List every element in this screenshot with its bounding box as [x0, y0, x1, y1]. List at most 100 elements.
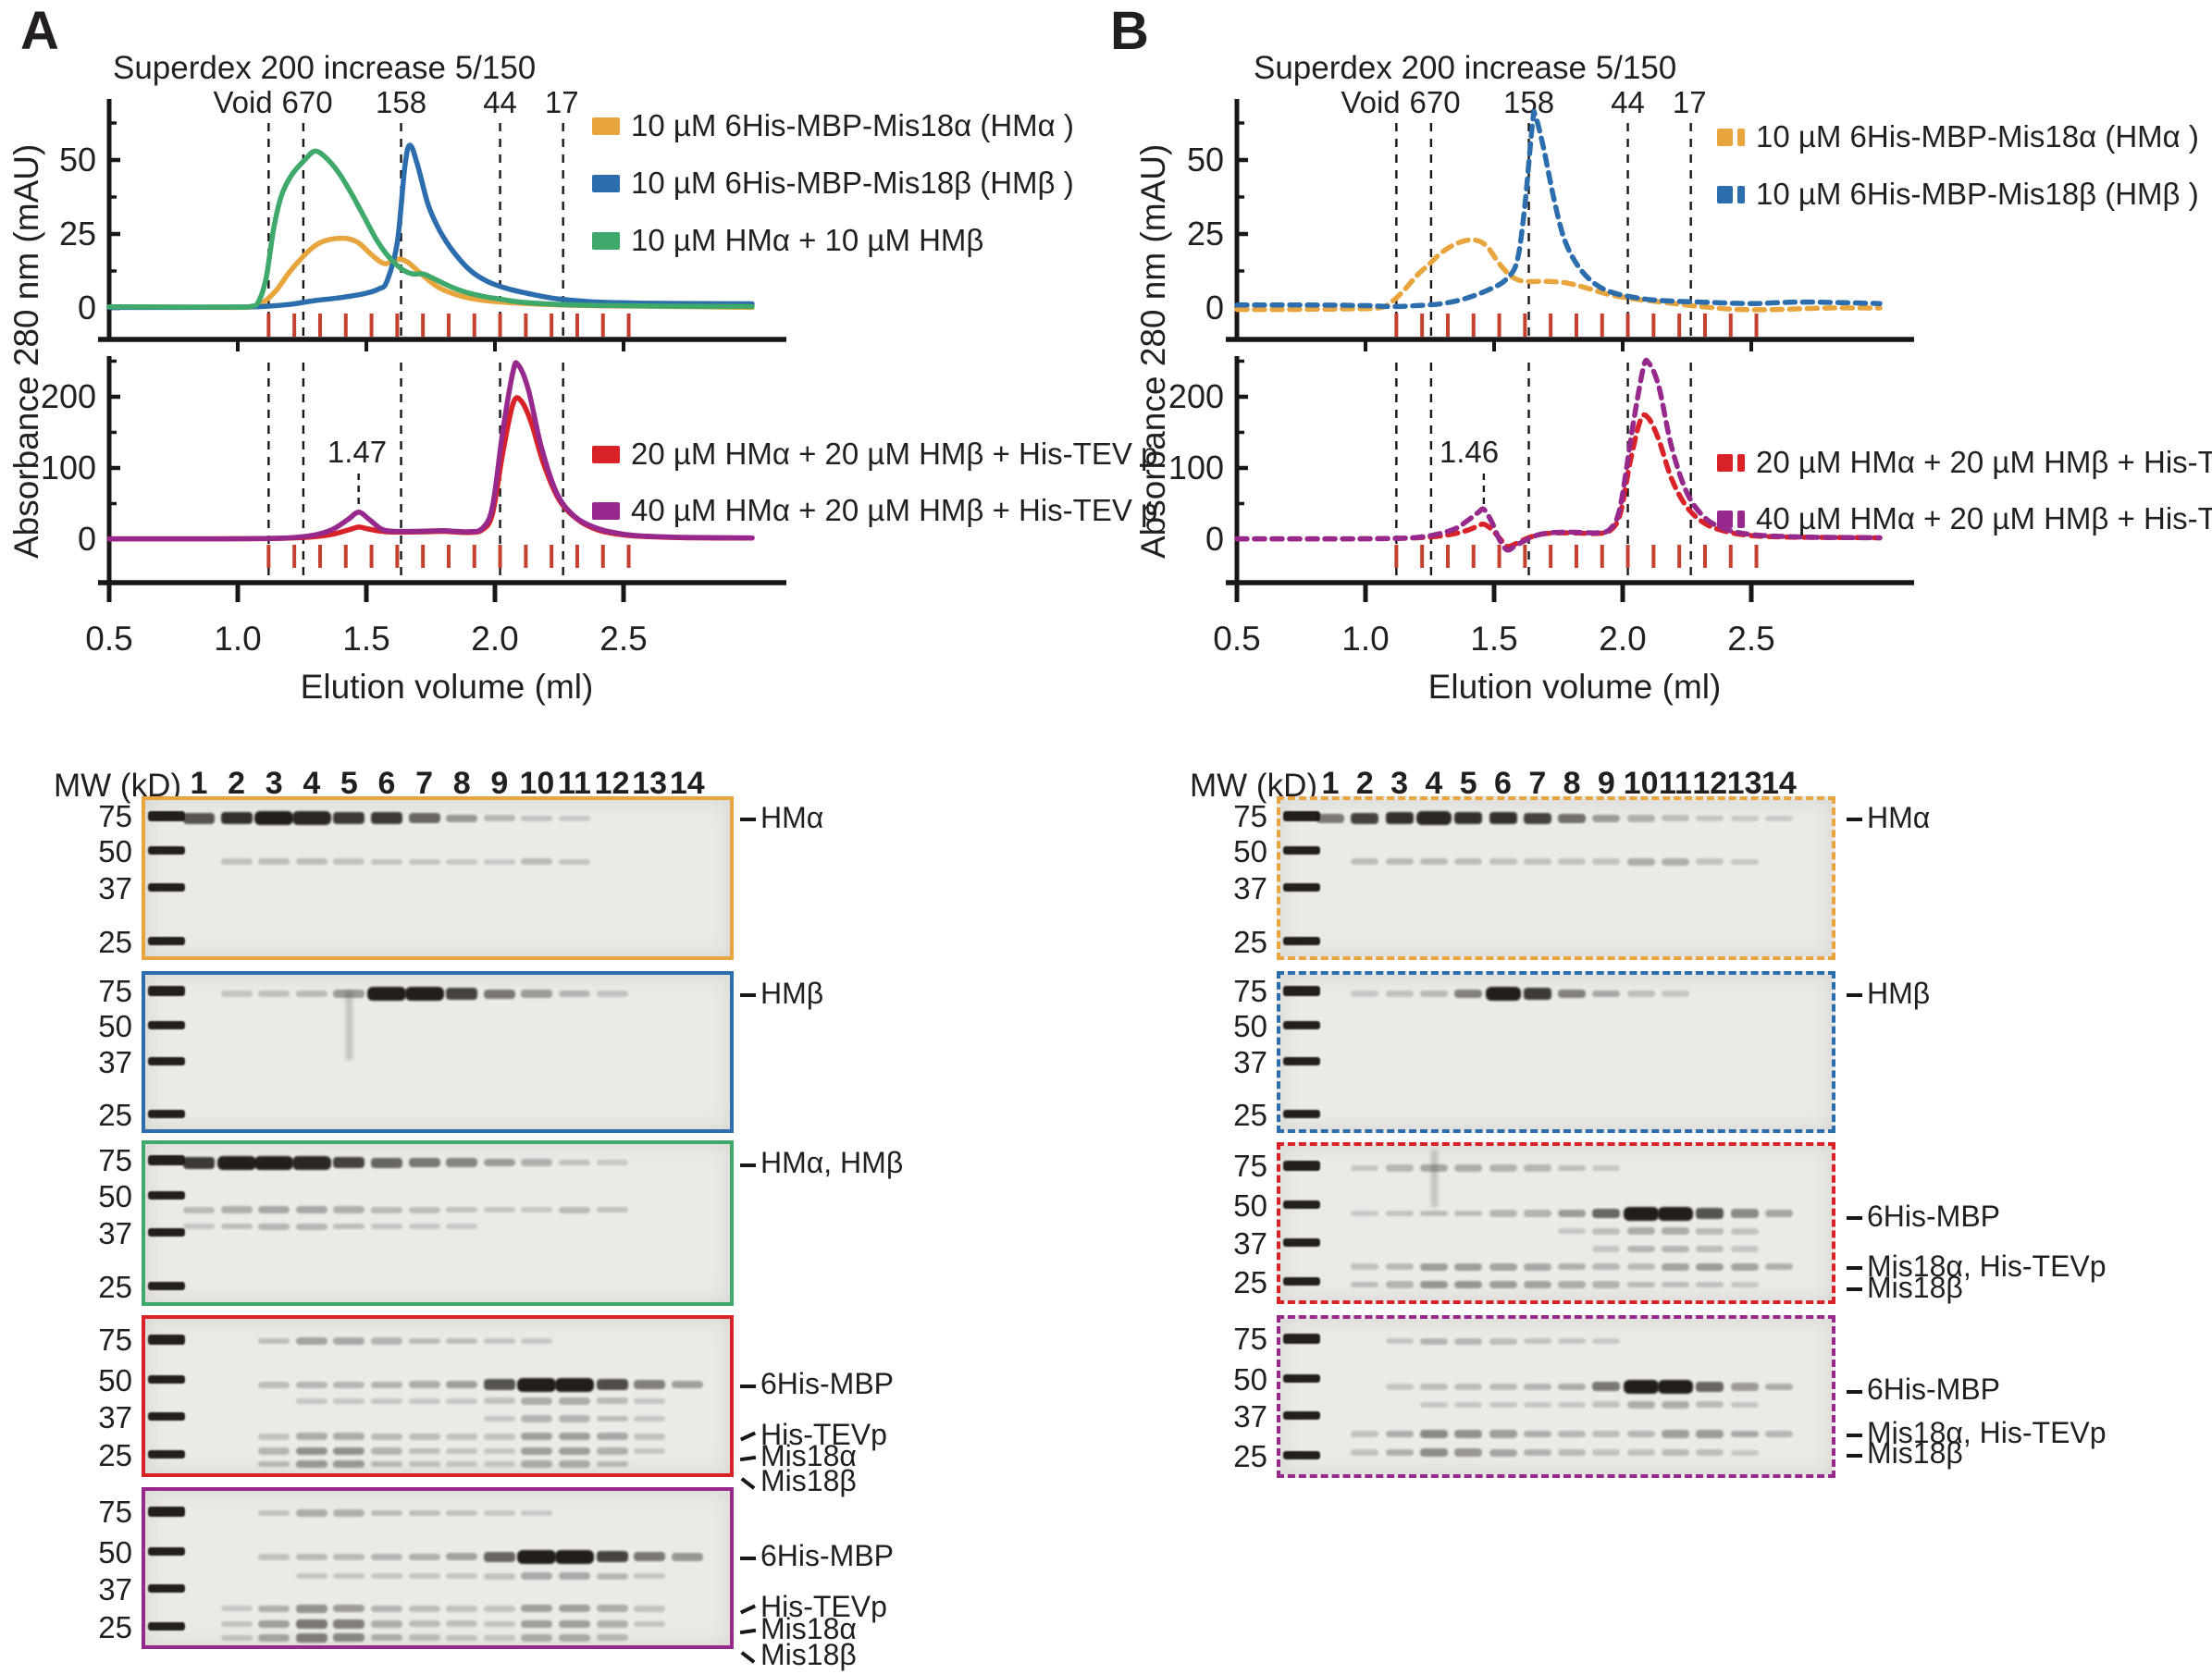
- protein-band: [371, 1381, 402, 1388]
- protein-band: [1764, 1210, 1793, 1217]
- lane-number: 12: [594, 766, 630, 801]
- protein-band: [371, 1553, 402, 1560]
- protein-band: [1385, 1449, 1414, 1457]
- mw-label: 37: [98, 1572, 132, 1607]
- mw-label: 50: [98, 1178, 132, 1213]
- ladder-band: [148, 1584, 185, 1594]
- protein-band: [1662, 1401, 1689, 1409]
- protein-band: [521, 1509, 553, 1517]
- protein-band: [333, 1156, 365, 1169]
- gel-annotation: Mis18β: [740, 1464, 857, 1498]
- protein-band: [371, 858, 402, 866]
- protein-band: [1592, 1382, 1621, 1392]
- annotation-tick: [1847, 1389, 1862, 1394]
- protein-band: [1523, 858, 1551, 866]
- protein-band: [1626, 1245, 1655, 1253]
- protein-band: [333, 1573, 365, 1580]
- protein-band: [517, 1549, 557, 1564]
- protein-band: [1419, 1164, 1448, 1172]
- protein-band: [295, 1619, 327, 1629]
- protein-band: [1489, 812, 1517, 825]
- ladder-band: [1283, 883, 1320, 892]
- protein-band: [1419, 1280, 1448, 1289]
- protein-band: [1626, 1401, 1655, 1409]
- ladder-band: [148, 1228, 185, 1237]
- protein-band: [446, 1381, 478, 1389]
- protein-band: [183, 1156, 215, 1169]
- ladder-band: [1283, 1200, 1320, 1210]
- mw-label: 50: [98, 1008, 132, 1043]
- y-tick-label: 0: [1205, 520, 1224, 558]
- mw-label: 37: [98, 871, 132, 906]
- ladder-band: [148, 1057, 185, 1065]
- legend-swatch-purple: [592, 502, 620, 520]
- legend-label: 10 µM HMα + 10 µM HMβ: [631, 223, 983, 257]
- protein-band: [1662, 991, 1689, 997]
- protein-band: [408, 1158, 440, 1168]
- protein-band: [1662, 1262, 1689, 1271]
- ladder-band: [148, 1109, 185, 1118]
- protein-band: [446, 1509, 478, 1517]
- protein-band: [295, 858, 327, 866]
- lane-number: 4: [1425, 766, 1443, 801]
- protein-band: [596, 1415, 628, 1422]
- legend-swatch-green: [592, 232, 620, 250]
- protein-band: [596, 1160, 628, 1166]
- protein-band: [446, 1223, 478, 1230]
- annotation-label: 6His-MBP: [1867, 1372, 2001, 1406]
- protein-band: [291, 811, 331, 826]
- protein-band: [295, 1223, 327, 1230]
- protein-band: [408, 1381, 440, 1389]
- protein-band: [634, 1433, 666, 1440]
- lane-number: 7: [415, 766, 434, 801]
- protein-band: [483, 1397, 515, 1405]
- mw-label: 75: [98, 1323, 132, 1358]
- protein-band: [1558, 813, 1587, 824]
- annotation-label: HMβ: [1867, 976, 1931, 1010]
- protein-band: [1662, 1227, 1689, 1236]
- protein-band: [1696, 815, 1724, 822]
- protein-band: [295, 1337, 327, 1345]
- protein-band: [333, 1337, 365, 1345]
- protein-band: [559, 1206, 590, 1213]
- ladder-band: [148, 1335, 185, 1346]
- protein-band: [1316, 813, 1344, 823]
- mw-marker-label: 17: [1673, 85, 1707, 119]
- protein-band: [1730, 1430, 1759, 1438]
- protein-band: [1385, 1164, 1414, 1172]
- protein-band: [333, 1553, 365, 1560]
- curve-blue: [106, 142, 755, 311]
- protein-band: [220, 1620, 253, 1628]
- protein-band: [258, 1223, 290, 1230]
- protein-band: [1626, 1281, 1655, 1288]
- ladder-band: [148, 1547, 185, 1556]
- protein-band: [408, 1337, 440, 1345]
- protein-band: [408, 1433, 440, 1440]
- protein-band: [1658, 1379, 1693, 1394]
- protein-band: [1592, 858, 1621, 866]
- protein-band: [258, 1206, 290, 1214]
- protein-band: [1696, 1281, 1724, 1288]
- annotation-tick: [1847, 1454, 1862, 1459]
- protein-band: [521, 1337, 553, 1345]
- ladder-band: [1283, 1020, 1320, 1029]
- protein-band: [408, 858, 440, 866]
- protein-band: [521, 1460, 553, 1468]
- protein-band: [596, 1634, 628, 1642]
- mw-label: 25: [1233, 1265, 1267, 1300]
- mw-label: 50: [1233, 834, 1267, 869]
- protein-band: [1592, 1401, 1621, 1409]
- protein-band: [1489, 1164, 1517, 1172]
- gel-annotation: Mis18α: [739, 1612, 857, 1646]
- protein-band: [559, 1572, 590, 1581]
- protein-band: [1592, 990, 1621, 998]
- panel-a-y-axis-label: Absorbance 280 nm (mAU): [7, 143, 45, 560]
- legend-label: 10 µM 6His-MBP-Mis18α (HMα ): [631, 108, 1074, 142]
- protein-band: [559, 1397, 590, 1405]
- protein-band: [1415, 811, 1452, 826]
- protein-band: [408, 1509, 440, 1517]
- protein-band: [634, 1620, 666, 1628]
- legend-swatch-orange: [1737, 129, 1745, 146]
- protein-band: [1626, 858, 1655, 866]
- protein-band: [1662, 1281, 1689, 1288]
